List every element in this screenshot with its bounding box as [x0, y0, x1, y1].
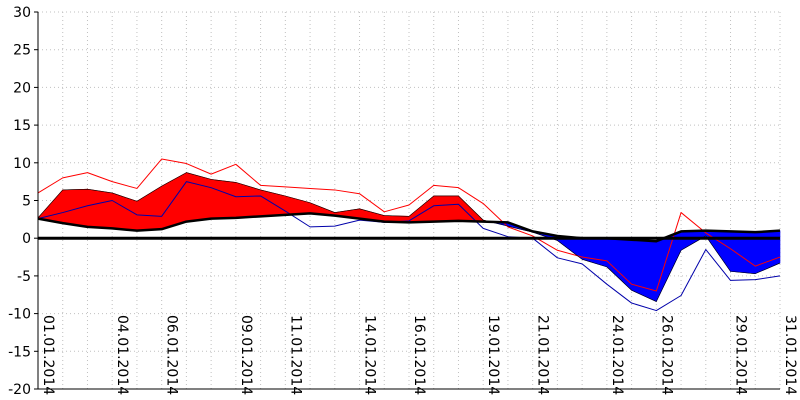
anomaly-fill-areas [37, 172, 781, 303]
min-temperature-line [37, 181, 781, 312]
y-tick-label: -20 [8, 382, 31, 398]
warm-anomaly-area [136, 185, 162, 231]
y-tick-label: -10 [8, 307, 31, 323]
y-tick-label: 25 [13, 43, 31, 59]
x-tick-label: 24.01.2014 [609, 315, 625, 395]
axes [34, 11, 780, 390]
y-tick-label: -15 [8, 344, 31, 360]
series-lines [37, 158, 781, 312]
warm-anomaly-area [433, 195, 459, 222]
climate-norm-line [37, 212, 781, 243]
y-tick-labels: -20 -15 -10 -5 0 5 10 15 20 25 30 [8, 5, 31, 398]
x-tick-label: 29.01.2014 [733, 315, 749, 395]
max-temperature-line [37, 158, 781, 292]
warm-anomaly-area [186, 172, 212, 222]
x-tick-label: 04.01.2014 [114, 315, 130, 395]
cold-anomaly-area [631, 239, 657, 303]
x-tick-label: 11.01.2014 [287, 315, 303, 395]
y-tick-label: 15 [13, 118, 31, 134]
x-tick-label: 09.01.2014 [238, 315, 254, 395]
warm-anomaly-area [111, 192, 138, 231]
cold-anomaly-area [680, 230, 707, 251]
y-tick-label: 0 [22, 231, 31, 247]
warm-anomaly-area [285, 195, 311, 216]
warm-anomaly-area [161, 172, 187, 230]
mean-temperature-outline [37, 172, 781, 302]
x-tick-label: 14.01.2014 [362, 315, 378, 395]
warm-anomaly-area [235, 181, 261, 219]
y-tick-label: 20 [13, 80, 31, 96]
y-tick-label: 30 [13, 5, 31, 21]
y-tick-label: -5 [17, 269, 31, 285]
x-tick-label: 31.01.2014 [782, 315, 798, 395]
x-tick-label: 26.01.2014 [658, 315, 674, 395]
x-tick-label: 06.01.2014 [164, 315, 180, 395]
x-tick-label: 01.01.2014 [40, 315, 56, 395]
y-tick-label: 5 [22, 194, 31, 210]
x-tick-labels: 01.01.2014 04.01.2014 06.01.2014 09.01.2014… [40, 315, 798, 395]
y-tick-label: 10 [13, 156, 31, 172]
warm-anomaly-area [62, 188, 88, 228]
x-tick-label: 19.01.2014 [485, 315, 501, 395]
cold-anomaly-area [581, 237, 608, 268]
warm-anomaly-area [87, 188, 113, 229]
warm-anomaly-area [210, 179, 237, 219]
x-tick-label: 21.01.2014 [535, 315, 551, 395]
cold-anomaly-area [656, 230, 682, 302]
x-tick-label: 16.01.2014 [411, 315, 427, 395]
